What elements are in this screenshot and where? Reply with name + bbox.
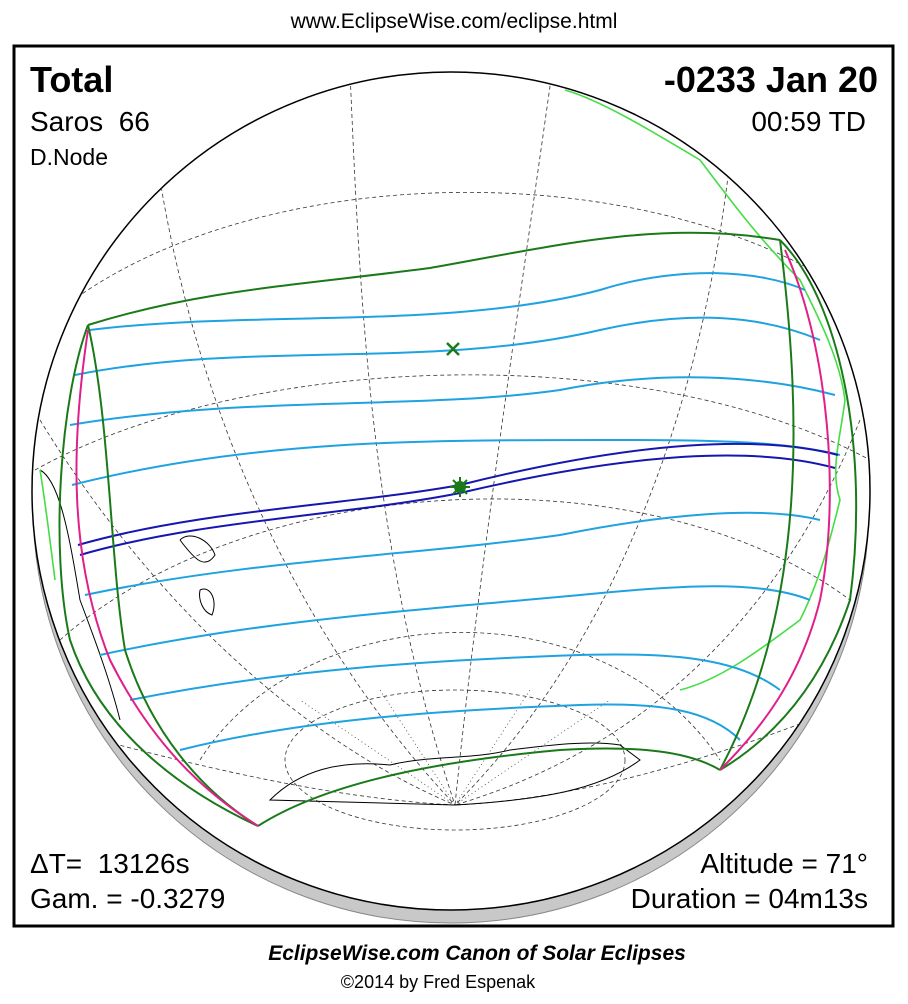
limit-east-outer [719, 239, 858, 771]
limit-west [58, 324, 259, 827]
map-layer [34, 72, 870, 831]
parallel [59, 498, 851, 641]
duration: Duration = 04m13s [631, 883, 868, 914]
iso-line [129, 653, 781, 701]
parallel [284, 689, 626, 831]
limit-east [719, 239, 795, 771]
node: D.Node [30, 144, 108, 170]
iso-line [179, 703, 741, 751]
rise-set-east [719, 249, 831, 771]
globe [31, 71, 871, 911]
eclipse-type: Total [30, 59, 113, 100]
new-zealand [179, 535, 216, 616]
americas-coast [564, 89, 846, 691]
saros: Saros 66 [30, 106, 150, 137]
iso-line [69, 376, 836, 426]
iso-line [84, 511, 821, 596]
australia [39, 469, 121, 721]
altitude: Altitude = 71° [700, 848, 868, 879]
meridian [349, 72, 456, 806]
greatest-eclipse-rays [450, 477, 470, 497]
iso-line [99, 585, 811, 656]
rise-set-west [75, 329, 259, 827]
limit-north [87, 231, 781, 326]
eclipse-date: -0233 Jan 20 [664, 59, 878, 100]
parallel [34, 374, 870, 471]
gamma: Gam. = -0.3279 [30, 883, 225, 914]
time: 00:59 TD [751, 106, 866, 137]
url: www.EclipseWise.com/eclipse.html [290, 10, 618, 33]
delta-t: ΔT= 13126s [30, 848, 190, 879]
limit-west-inner [87, 324, 259, 827]
greatest-duration-marker [446, 342, 460, 356]
antarctica [268, 742, 641, 806]
iso-line [74, 316, 821, 376]
meridian [454, 419, 861, 806]
west-coast [39, 469, 56, 581]
parallel [199, 631, 721, 761]
meridian [39, 419, 456, 806]
copyright: ©2014 by Fred Espenak [341, 972, 536, 992]
footer-title: EclipseWise.com Canon of Solar Eclipses [268, 942, 686, 965]
meridian [99, 719, 811, 806]
meridian [454, 72, 553, 806]
iso-line [89, 272, 806, 331]
parallel [59, 191, 861, 311]
limit-south [257, 747, 721, 827]
